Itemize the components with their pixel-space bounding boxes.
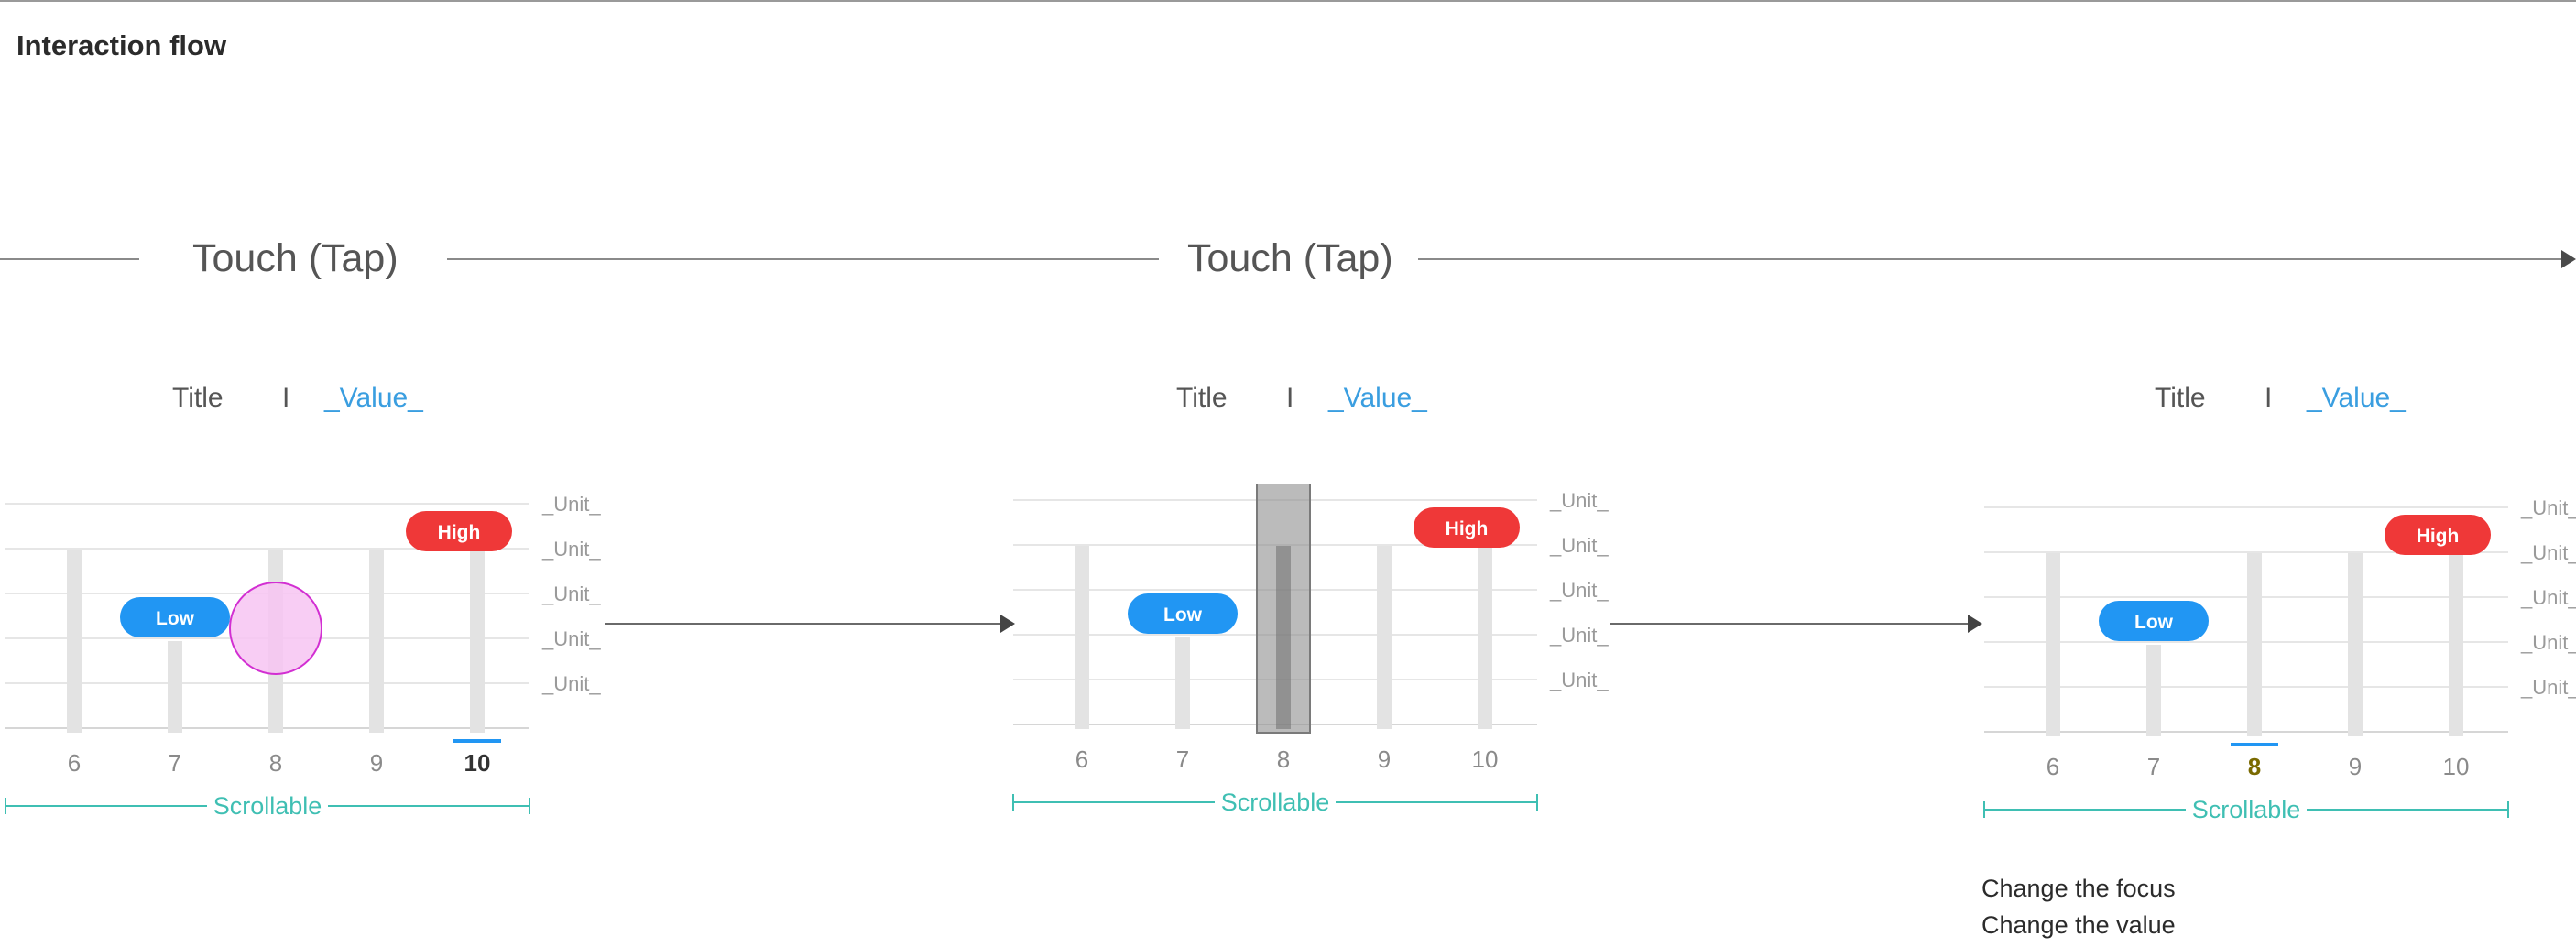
bar-10 bbox=[1478, 546, 1492, 729]
step-label-touch-tap-2: Touch (Tap) bbox=[1187, 236, 1393, 280]
x-tick-label-6: 6 bbox=[2047, 753, 2059, 780]
unit-label: _Unit_ bbox=[2520, 496, 2576, 519]
unit-label: _Unit_ bbox=[541, 493, 601, 516]
bar-6 bbox=[2046, 553, 2060, 736]
unit-label: _Unit_ bbox=[1549, 669, 1609, 691]
unit-label: _Unit_ bbox=[1549, 579, 1609, 602]
x-tick-label-8: 8 bbox=[2248, 753, 2261, 780]
low-badge bbox=[120, 597, 230, 637]
unit-label: _Unit_ bbox=[2520, 631, 2576, 654]
bar-10 bbox=[470, 550, 485, 733]
scroll-label: Scrollable bbox=[2192, 796, 2301, 821]
focus-underline bbox=[2231, 743, 2278, 746]
bar-9 bbox=[369, 550, 384, 733]
x-tick-label-9: 9 bbox=[2349, 753, 2362, 780]
x-tick-label-8: 8 bbox=[1277, 746, 1290, 773]
bar-7 bbox=[2146, 645, 2161, 736]
bar-7 bbox=[1175, 637, 1190, 729]
low-badge-label: Low bbox=[156, 608, 195, 629]
unit-label: _Unit_ bbox=[541, 538, 601, 561]
low-badge bbox=[2099, 601, 2209, 641]
flow-arrowhead-icon bbox=[2561, 250, 2576, 268]
unit-label: _Unit_ bbox=[1549, 489, 1609, 512]
page-heading: Interaction flow bbox=[16, 29, 227, 61]
x-tick-label-7: 7 bbox=[2147, 753, 2160, 780]
note-change-value: Change the value bbox=[1981, 911, 2176, 939]
bar-8 bbox=[2247, 553, 2262, 736]
unit-label: _Unit_ bbox=[2520, 586, 2576, 609]
chart-panel-3[interactable]: _Unit_ _Unit_ _Unit_ _Unit_ _Unit_ Low High 6 7 8… bbox=[1979, 491, 2576, 821]
note-change-focus: Change the focus bbox=[1981, 875, 2176, 902]
low-badge-label: Low bbox=[1163, 604, 1203, 626]
chart-panel-1[interactable]: _Unit_ _Unit_ _Unit_ _Unit_ _Unit_ Low High 6 7 8… bbox=[0, 487, 605, 817]
bar-7 bbox=[168, 641, 182, 733]
high-badge-label: High bbox=[438, 522, 481, 543]
low-badge bbox=[1128, 593, 1238, 634]
x-tick-label-7: 7 bbox=[1176, 746, 1189, 773]
transition-arrowhead-icon bbox=[1000, 615, 1015, 633]
touch-indicator bbox=[229, 582, 322, 675]
panel-3-separator: I bbox=[2265, 383, 2273, 413]
focus-underline bbox=[453, 739, 501, 743]
x-tick-label-6: 6 bbox=[1075, 746, 1088, 773]
x-tick-label-8: 8 bbox=[269, 749, 282, 777]
unit-label: _Unit_ bbox=[541, 582, 601, 605]
panel-2-title: Title bbox=[1176, 383, 1228, 413]
panel-2-separator: I bbox=[1286, 383, 1294, 413]
bar-10 bbox=[2449, 553, 2463, 736]
scroll-label: Scrollable bbox=[1221, 789, 1330, 813]
bar-9 bbox=[1377, 546, 1392, 729]
x-tick-label-10: 10 bbox=[1472, 746, 1499, 773]
unit-label: _Unit_ bbox=[1549, 534, 1609, 557]
chart-panel-2[interactable]: _Unit_ _Unit_ _Unit_ _Unit_ _Unit_ Low High 6 7 8… bbox=[1008, 484, 1612, 813]
panel-3-value: _Value_ bbox=[2307, 383, 2406, 413]
top-divider bbox=[0, 0, 2576, 2]
unit-label: _Unit_ bbox=[541, 672, 601, 695]
bar-6 bbox=[67, 550, 82, 733]
unit-label: _Unit_ bbox=[2520, 541, 2576, 564]
bar-6 bbox=[1075, 546, 1089, 729]
high-badge bbox=[2385, 515, 2491, 555]
x-tick-label-10: 10 bbox=[464, 749, 491, 777]
panel-1-value: _Value_ bbox=[324, 383, 423, 413]
step-label-touch-tap-1: Touch (Tap) bbox=[192, 236, 398, 280]
low-badge-label: Low bbox=[2134, 612, 2174, 633]
panel-1-title: Title bbox=[172, 383, 224, 413]
scroll-label: Scrollable bbox=[213, 792, 322, 817]
high-badge-label: High bbox=[1446, 518, 1489, 539]
panel-1-separator: I bbox=[282, 383, 290, 413]
high-badge-label: High bbox=[2417, 526, 2460, 547]
panel-3-title: Title bbox=[2155, 383, 2206, 413]
bar-9 bbox=[2348, 553, 2363, 736]
transition-arrowhead-icon bbox=[1968, 615, 1982, 633]
unit-label: _Unit_ bbox=[541, 627, 601, 650]
unit-label: _Unit_ bbox=[1549, 624, 1609, 647]
high-badge bbox=[406, 511, 512, 551]
x-tick-label-9: 9 bbox=[370, 749, 383, 777]
x-tick-label-9: 9 bbox=[1378, 746, 1391, 773]
x-tick-label-10: 10 bbox=[2443, 753, 2470, 780]
x-tick-label-6: 6 bbox=[68, 749, 81, 777]
x-tick-label-7: 7 bbox=[169, 749, 181, 777]
unit-label: _Unit_ bbox=[2520, 676, 2576, 699]
panel-2-value: _Value_ bbox=[1328, 383, 1427, 413]
high-badge bbox=[1414, 507, 1520, 548]
bar-8 bbox=[1276, 546, 1291, 729]
